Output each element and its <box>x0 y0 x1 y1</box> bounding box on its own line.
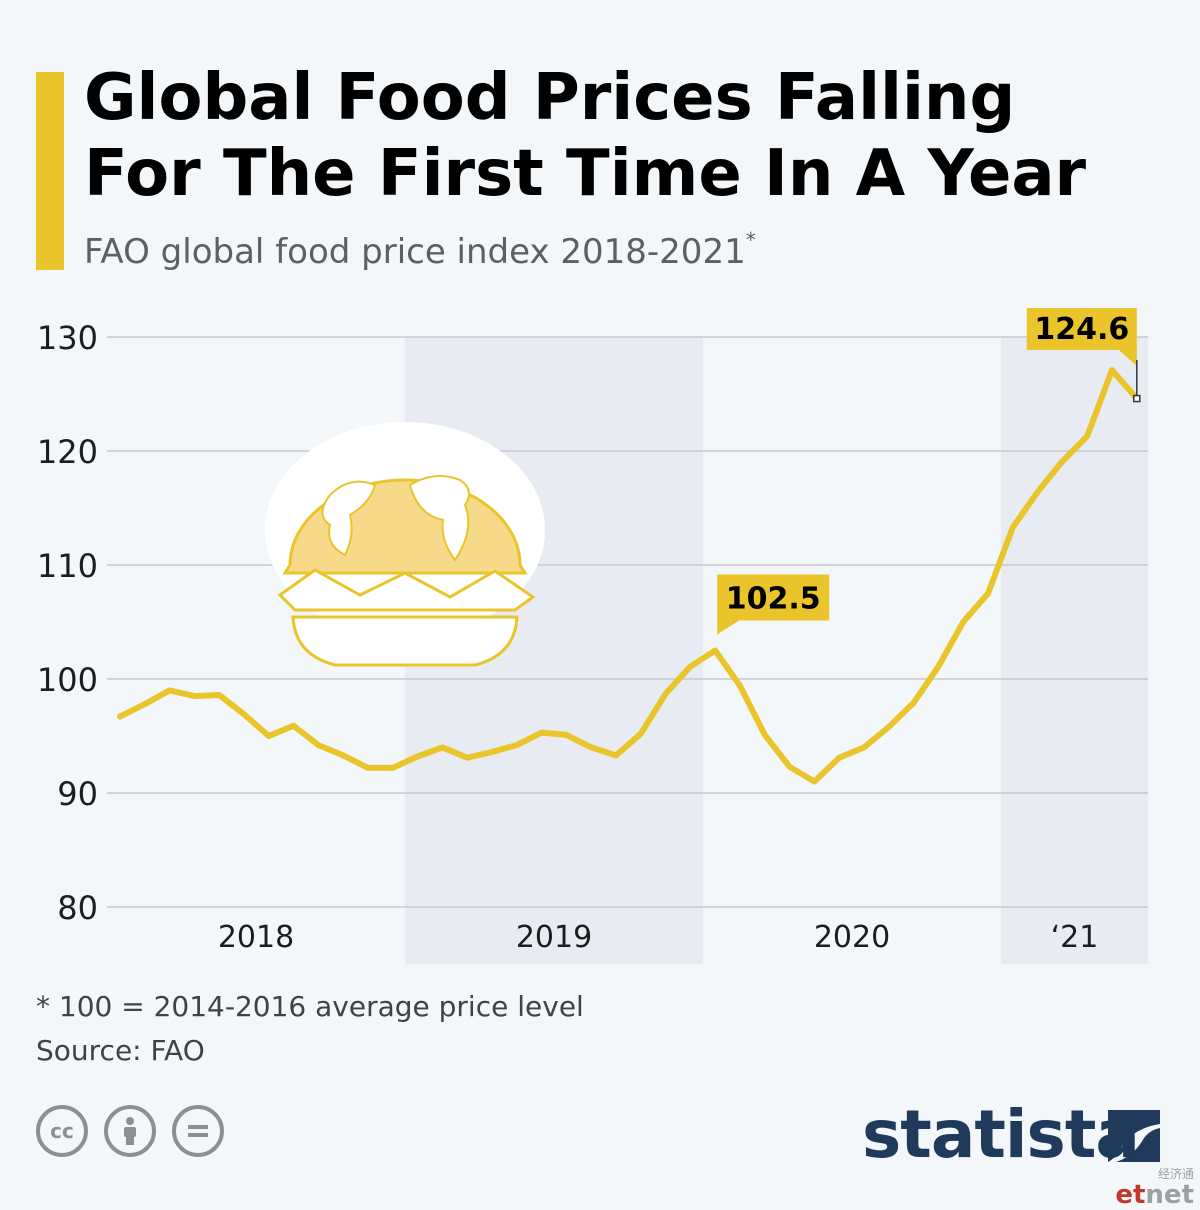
creative-commons-icon[interactable]: cc <box>36 1105 88 1157</box>
no-derivatives-icon[interactable] <box>172 1105 224 1157</box>
attribution-icon[interactable] <box>104 1105 156 1157</box>
subtitle-text: FAO global food price index 2018-2021 <box>84 232 746 272</box>
svg-text:102.5: 102.5 <box>726 582 821 617</box>
source-note: Source: FAO <box>36 1034 205 1067</box>
x-tick-label: ‘21 <box>1051 920 1099 955</box>
line-chart: 80 90 100 110 120 130 2018 2019 2020 ‘21 102.5 12… <box>37 308 1148 964</box>
y-tick-label: 120 <box>37 433 98 471</box>
y-tick-label: 80 <box>57 889 98 927</box>
data-label: 124.6 <box>1026 308 1141 403</box>
etnet-watermark: 经济通 etnet <box>1115 1168 1194 1210</box>
y-tick-label: 130 <box>37 319 98 357</box>
x-tick-label: 2018 <box>218 920 294 955</box>
title-line-1: Global Food Prices Falling <box>84 61 1016 135</box>
title-line-2: For The First Time In A Year <box>84 137 1087 211</box>
x-tick-label: 2020 <box>814 920 890 955</box>
chart-title: Global Food Prices Falling For The First… <box>84 60 1164 212</box>
y-tick-label: 90 <box>57 775 98 813</box>
year-bands <box>405 337 1148 964</box>
y-tick-label: 100 <box>37 661 98 699</box>
y-tick-label: 110 <box>37 547 98 585</box>
license-icons: cc <box>36 1105 224 1157</box>
burger-globe-icon <box>265 422 545 667</box>
data-label: 102.5 <box>717 574 830 635</box>
footnote: * 100 = 2014-2016 average price level <box>36 990 584 1023</box>
series-line <box>117 367 1140 785</box>
x-tick-label: 2019 <box>516 920 592 955</box>
year-band <box>1001 337 1148 964</box>
watermark-et: et <box>1115 1180 1146 1210</box>
y-axis: 80 90 100 110 120 130 <box>37 319 98 927</box>
watermark-net: net <box>1145 1180 1194 1210</box>
statista-logo-icon <box>1108 1110 1160 1162</box>
statista-logo[interactable]: statista <box>862 1096 1140 1173</box>
accent-bar <box>36 72 64 270</box>
x-axis: 2018 2019 2020 ‘21 <box>218 920 1099 955</box>
annotations: 102.5 124.6 <box>717 308 1141 635</box>
subtitle-asterisk: * <box>745 228 756 252</box>
watermark-chinese: 经济通 <box>1157 1167 1194 1181</box>
chart-subtitle: FAO global food price index 2018-2021* <box>84 228 756 272</box>
svg-text:124.6: 124.6 <box>1034 312 1129 347</box>
